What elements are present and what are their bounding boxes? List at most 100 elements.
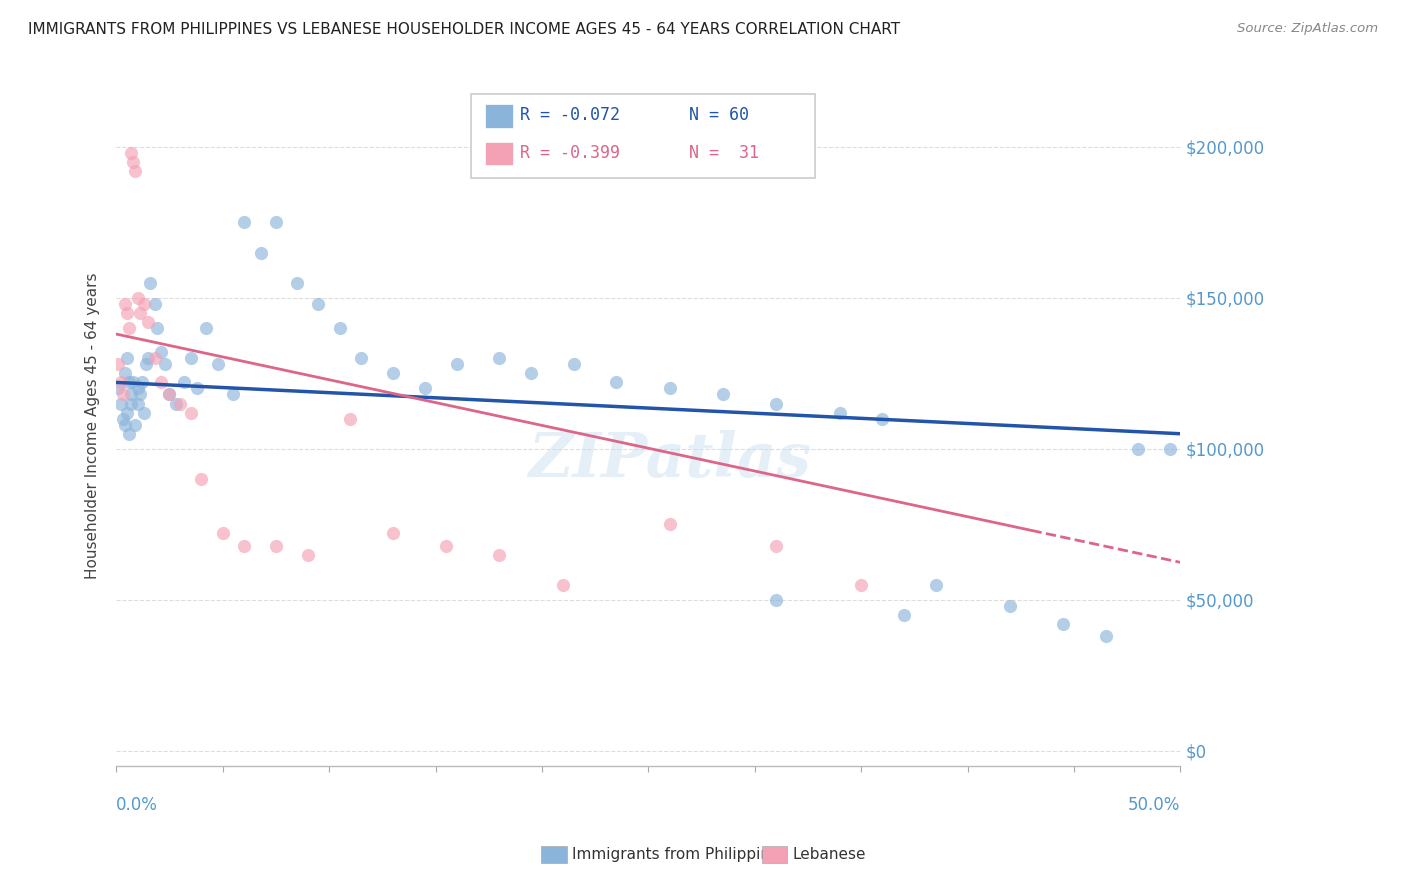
Text: R = -0.399: R = -0.399	[520, 144, 620, 161]
Point	[120, 387, 142, 401]
Text: N =  31: N = 31	[689, 144, 759, 161]
Point	[128, 387, 150, 401]
Point	[115, 406, 138, 420]
Point	[118, 376, 141, 390]
Point	[434, 539, 457, 553]
Point	[180, 406, 202, 420]
Text: Immigrants from Philippines: Immigrants from Philippines	[572, 847, 787, 862]
Point	[127, 291, 149, 305]
Point	[120, 145, 142, 160]
Point	[143, 351, 166, 366]
Point	[1159, 442, 1181, 456]
Point	[1126, 442, 1149, 456]
Point	[605, 376, 627, 390]
Point	[488, 548, 510, 562]
Point	[233, 215, 256, 229]
Point	[114, 367, 136, 381]
Point	[1095, 629, 1118, 643]
Point	[250, 245, 273, 260]
Point	[132, 406, 155, 420]
Point	[222, 387, 245, 401]
Point	[127, 396, 149, 410]
Point	[124, 417, 146, 432]
Point	[110, 376, 132, 390]
Point	[658, 517, 681, 532]
Point	[211, 526, 233, 541]
Point	[381, 526, 404, 541]
Point	[131, 376, 153, 390]
Point	[128, 306, 150, 320]
Text: N = 60: N = 60	[689, 106, 749, 124]
Point	[1052, 617, 1074, 632]
Point	[107, 381, 129, 395]
Point	[115, 351, 138, 366]
Point	[111, 387, 134, 401]
Point	[329, 321, 352, 335]
Point	[120, 396, 142, 410]
Y-axis label: Householder Income Ages 45 - 64 years: Householder Income Ages 45 - 64 years	[86, 273, 100, 580]
Point	[122, 376, 145, 390]
Point	[658, 381, 681, 395]
Point	[285, 276, 308, 290]
Point	[413, 381, 436, 395]
Text: ZIPatlas: ZIPatlas	[529, 430, 811, 491]
Point	[765, 593, 787, 607]
Point	[180, 351, 202, 366]
Point	[264, 539, 287, 553]
Point	[194, 321, 217, 335]
Point	[111, 411, 134, 425]
Point	[122, 154, 145, 169]
Point	[169, 396, 191, 410]
Point	[149, 376, 172, 390]
Point	[107, 357, 129, 371]
Point	[851, 578, 873, 592]
Point	[110, 396, 132, 410]
Point	[446, 357, 468, 371]
Point	[488, 351, 510, 366]
Point	[297, 548, 319, 562]
Point	[114, 417, 136, 432]
Text: IMMIGRANTS FROM PHILIPPINES VS LEBANESE HOUSEHOLDER INCOME AGES 45 - 64 YEARS CO: IMMIGRANTS FROM PHILIPPINES VS LEBANESE …	[28, 22, 900, 37]
Point	[127, 381, 149, 395]
Point	[520, 367, 543, 381]
Point	[173, 376, 195, 390]
Point	[190, 472, 212, 486]
Point	[872, 411, 894, 425]
Text: 0.0%: 0.0%	[117, 797, 157, 814]
Point	[118, 426, 141, 441]
Text: Lebanese: Lebanese	[793, 847, 866, 862]
Point	[893, 607, 915, 622]
Point	[828, 406, 851, 420]
Point	[115, 306, 138, 320]
Text: R = -0.072: R = -0.072	[520, 106, 620, 124]
Point	[381, 367, 404, 381]
Point	[711, 387, 734, 401]
Point	[132, 297, 155, 311]
Point	[136, 351, 159, 366]
Point	[186, 381, 208, 395]
Point	[765, 539, 787, 553]
Point	[339, 411, 361, 425]
Point	[308, 297, 330, 311]
Point	[149, 345, 172, 359]
Point	[165, 396, 187, 410]
Point	[145, 321, 167, 335]
Text: 50.0%: 50.0%	[1128, 797, 1181, 814]
Point	[139, 276, 162, 290]
Point	[159, 387, 181, 401]
Point	[925, 578, 948, 592]
Point	[233, 539, 256, 553]
Point	[135, 357, 157, 371]
Point	[143, 297, 166, 311]
Point	[114, 297, 136, 311]
Point	[207, 357, 229, 371]
Point	[124, 164, 146, 178]
Point	[159, 387, 181, 401]
Point	[350, 351, 373, 366]
Point	[264, 215, 287, 229]
Text: Source: ZipAtlas.com: Source: ZipAtlas.com	[1237, 22, 1378, 36]
Point	[136, 315, 159, 329]
Point	[998, 599, 1021, 613]
Point	[562, 357, 585, 371]
Point	[118, 321, 141, 335]
